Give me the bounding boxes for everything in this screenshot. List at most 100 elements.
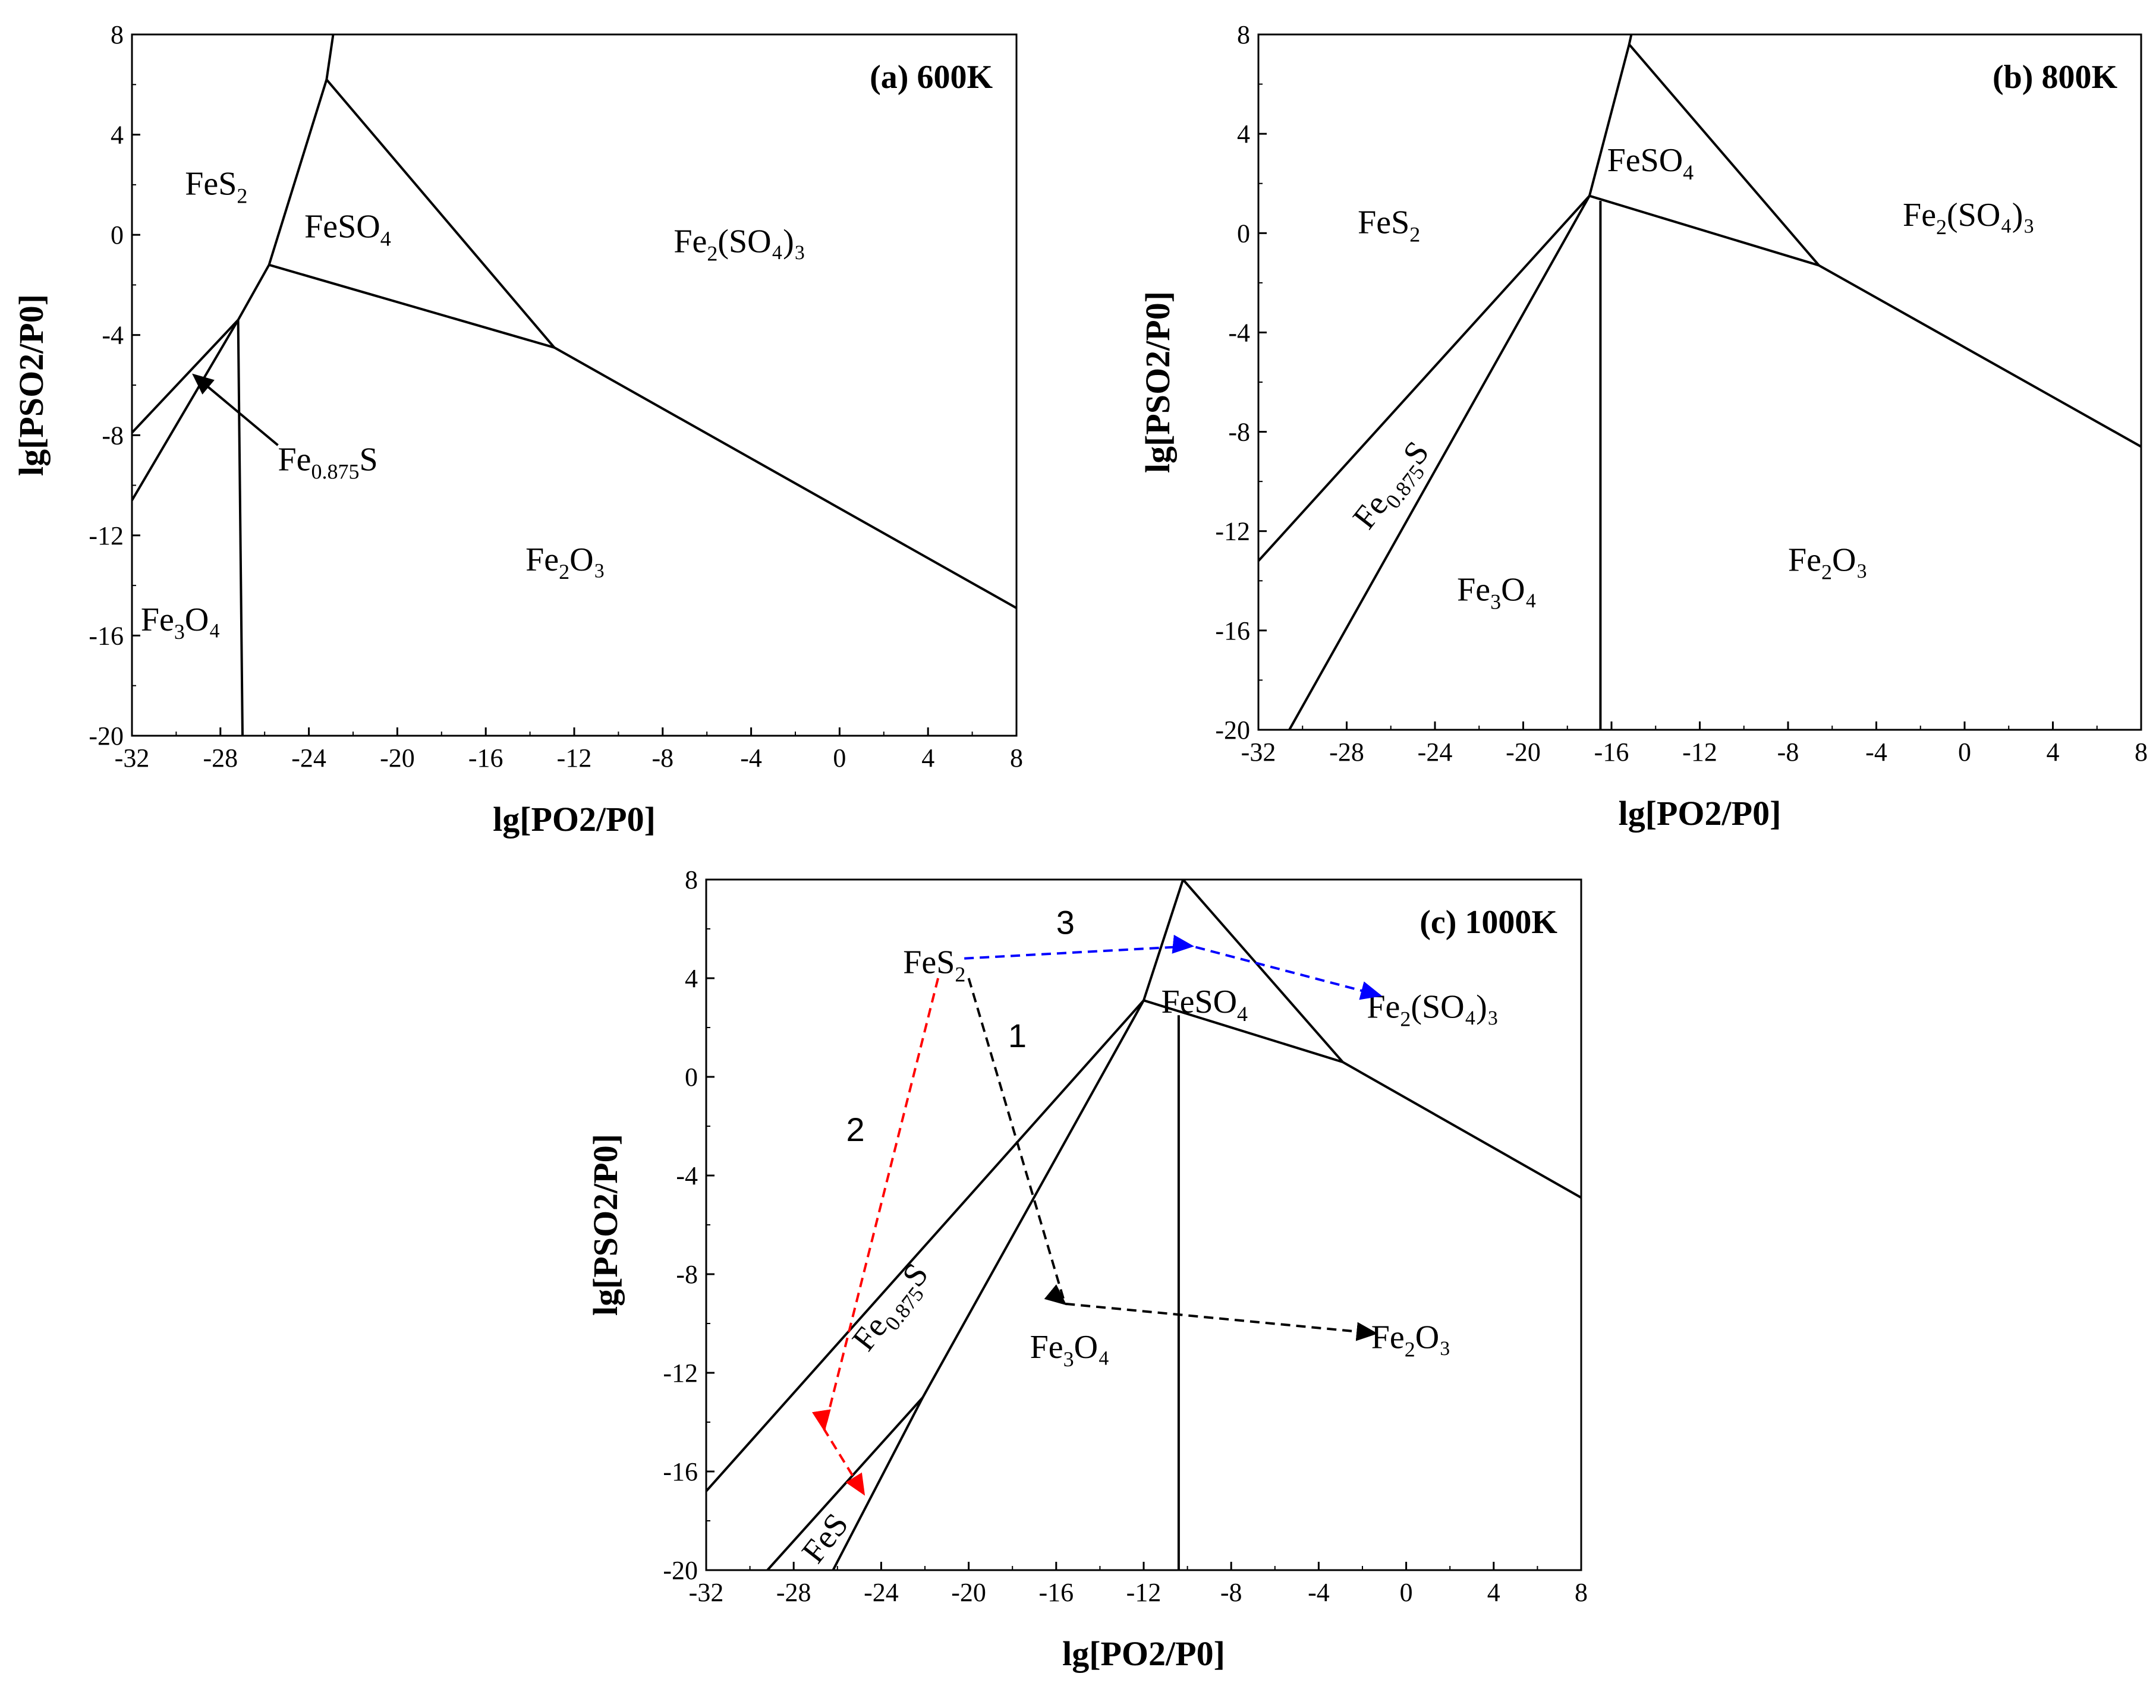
y-tick-label: 4	[685, 964, 698, 993]
x-tick-label: -28	[776, 1578, 811, 1607]
phase-label: Fe2(SO₄)₃	[1903, 197, 2035, 239]
y-tick-label: -12	[89, 521, 124, 550]
x-tick-label: 8	[2135, 738, 2148, 767]
phase-label: FeS2	[903, 944, 965, 987]
x-tick-label: -16	[468, 743, 503, 773]
y-tick-label: 4	[1237, 119, 1250, 149]
panel-a-600k: -32 -28 -24 -20 -16 -12 -8 -4 0 4 8 -20 -16 -12 -8 -4 0 4…	[12, 20, 1023, 839]
x-tick-label: 4	[921, 743, 934, 773]
phase-boundary	[705, 999, 1145, 1492]
y-tick-label: -12	[663, 1359, 698, 1388]
route-2-path	[812, 978, 940, 1496]
x-tick-label: 0	[1958, 738, 1971, 767]
x-axis-label: lg[PO2/P0]	[493, 800, 656, 839]
y-tick-label: 0	[685, 1063, 698, 1092]
route-2-label: 2	[846, 1111, 865, 1148]
phase-label: FeSO4	[304, 208, 391, 250]
x-tick-label: -16	[1594, 738, 1629, 767]
phase-label: FeS2	[185, 166, 247, 208]
y-tick-label: -4	[102, 321, 124, 350]
x-tick-label: -4	[740, 743, 762, 773]
x-tick-label: -12	[1126, 1578, 1162, 1607]
plot-frame	[1257, 33, 2142, 731]
x-tick-label: -20	[951, 1578, 986, 1607]
route-3-path	[964, 934, 1383, 1000]
phase-boundary	[832, 879, 1185, 1571]
y-tick-label: -4	[676, 1161, 698, 1190]
phase-boundary	[553, 346, 1017, 609]
panel-b-800k: -32 -28 -24 -20 -16 -12 -8 -4 0 4 8 -20 -16 -12 -8 -4 0 4…	[1138, 20, 2148, 833]
x-tick-label: -28	[203, 743, 238, 773]
x-tick-label: -32	[115, 743, 150, 773]
y-tick-label: -16	[1215, 616, 1250, 645]
route-1-path	[967, 978, 1378, 1341]
y-tick-label: -12	[1215, 517, 1250, 546]
x-tick-label: -12	[1682, 738, 1717, 767]
y-tick-label: 8	[685, 865, 698, 894]
x-tick-label: -24	[864, 1578, 899, 1607]
phase-boundary	[1288, 34, 1633, 730]
x-tick-label: -12	[557, 743, 592, 773]
phase-label: Fe2O₃	[1788, 542, 1868, 584]
panel-title: (b) 800K	[1993, 59, 2117, 96]
y-tick-label: 4	[111, 121, 124, 150]
phase-label: FeSO4	[1161, 984, 1248, 1026]
phase-boundary	[131, 319, 240, 434]
y-tick-label: -8	[676, 1260, 698, 1289]
phase-boundary	[1342, 1061, 1582, 1199]
x-tick-label: 4	[1487, 1578, 1500, 1607]
x-tick-label: -24	[291, 743, 326, 773]
x-tick-label: 8	[1010, 743, 1023, 773]
x-tick-label: -4	[1308, 1578, 1330, 1607]
x-tick-label: -8	[1777, 738, 1799, 767]
x-axis-label: lg[PO2/P0]	[1619, 794, 1782, 833]
x-tick-label: -8	[1220, 1578, 1242, 1607]
y-tick-label: 8	[111, 20, 124, 49]
x-tick-label: -4	[1865, 738, 1887, 767]
y-tick-label: -20	[89, 721, 124, 751]
x-tick-label: -16	[1038, 1578, 1074, 1607]
x-tick-label: -32	[1241, 738, 1276, 767]
phase-boundary	[1257, 195, 1591, 562]
route-1-label: 1	[1008, 1017, 1027, 1054]
x-axis-label: lg[PO2/P0]	[1062, 1634, 1225, 1673]
x-tick-label: -20	[1506, 738, 1541, 767]
panel-title: (c) 1000K	[1420, 904, 1557, 941]
panel-c-1000k: -32 -28 -24 -20 -16 -12 -8 -4 0 4 8 -20 -16 -12 -8 -4 0 4…	[586, 865, 1588, 1673]
phase-label: FeS	[795, 1507, 856, 1570]
x-tick-label: -20	[380, 743, 415, 773]
phase-label: Fe0.875S	[278, 441, 378, 483]
phase-label: Fe3O₄	[141, 601, 221, 644]
route-3-label: 3	[1056, 903, 1075, 941]
y-axis-label: lg[PSO2/P0]	[1138, 291, 1177, 473]
plot-frame	[705, 878, 1582, 1571]
phase-label: FeSO4	[1607, 142, 1694, 184]
y-tick-label: 0	[111, 220, 124, 250]
phase-label: Fe0.875S	[845, 1256, 940, 1361]
x-tick-label: 8	[1575, 1578, 1588, 1607]
phase-label: Fe3O₄	[1030, 1329, 1110, 1371]
y-axis-label: lg[PSO2/P0]	[586, 1134, 625, 1316]
phase-label: Fe3O₄	[1457, 572, 1537, 614]
y-axis-label: lg[PSO2/P0]	[12, 294, 51, 476]
x-tick-label: -24	[1418, 738, 1453, 767]
y-tick-label: -4	[1228, 318, 1250, 347]
y-tick-label: -20	[663, 1556, 698, 1585]
phase-label: Fe2O₃	[525, 541, 605, 584]
plot-frame	[131, 33, 1018, 737]
x-tick-label: -32	[689, 1578, 724, 1607]
x-tick-label: 0	[833, 743, 846, 773]
y-tick-label: -8	[102, 421, 124, 450]
y-tick-label: 8	[1237, 20, 1250, 49]
phase-boundary	[237, 320, 244, 736]
y-tick-label: -16	[663, 1457, 698, 1486]
x-tick-label: -28	[1329, 738, 1364, 767]
annotation-arrow	[192, 373, 279, 446]
x-tick-label: 0	[1400, 1578, 1413, 1607]
phase-boundary	[1818, 264, 2142, 448]
panel-title: (a) 600K	[870, 59, 993, 96]
y-tick-label: -16	[89, 621, 124, 650]
phase-label: FeS2	[1358, 204, 1420, 246]
phase-boundary	[131, 34, 335, 501]
